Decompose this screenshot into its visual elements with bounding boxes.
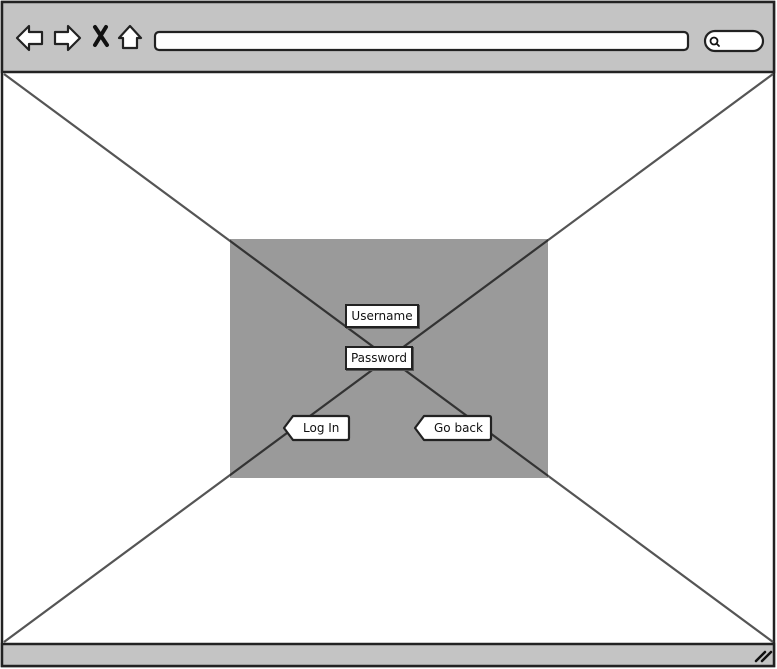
- search-field[interactable]: [703, 29, 765, 53]
- home-icon[interactable]: [117, 24, 143, 50]
- password-placeholder: Password: [350, 351, 408, 365]
- username-field[interactable]: Username: [345, 304, 419, 328]
- go-back-button-label: Go back: [434, 421, 483, 435]
- login-button-label: Log In: [303, 421, 340, 435]
- status-bar: [0, 642, 776, 668]
- go-back-button[interactable]: [413, 414, 493, 442]
- resize-grip-icon[interactable]: [754, 650, 773, 663]
- password-field[interactable]: Password: [345, 346, 413, 370]
- address-bar[interactable]: [153, 30, 690, 52]
- search-icon: [709, 36, 720, 47]
- arrow-right-icon[interactable]: [53, 24, 82, 52]
- login-button[interactable]: [282, 414, 351, 442]
- username-placeholder: Username: [351, 309, 413, 323]
- close-icon[interactable]: [93, 25, 109, 47]
- arrow-left-icon[interactable]: [15, 24, 44, 52]
